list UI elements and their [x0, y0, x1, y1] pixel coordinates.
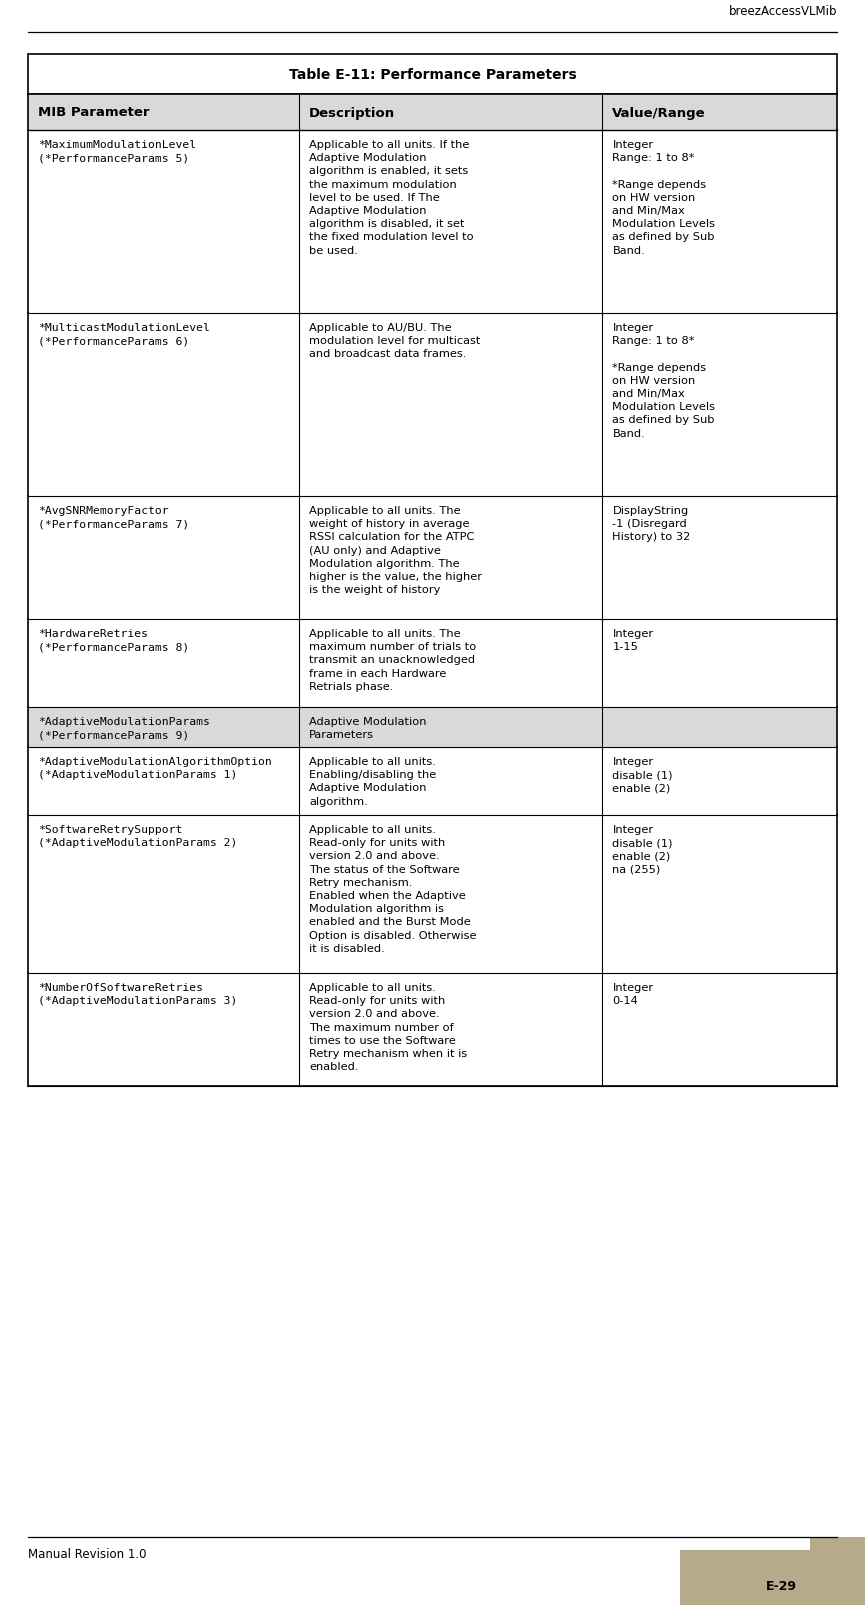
Text: *AvgSNRMemoryFactor
(*PerformanceParams 7): *AvgSNRMemoryFactor (*PerformanceParams … — [38, 506, 189, 530]
Bar — [28, 708, 837, 748]
Text: Adaptive Modulation
Parameters: Adaptive Modulation Parameters — [309, 716, 426, 740]
Text: *SoftwareRetrySupport
(*AdaptiveModulationParams 2): *SoftwareRetrySupport (*AdaptiveModulati… — [38, 825, 237, 847]
Text: *MulticastModulationLevel
(*PerformanceParams 6): *MulticastModulationLevel (*PerformanceP… — [38, 323, 210, 347]
Text: Applicable to all units.
Read-only for units with
version 2.0 and above.
The max: Applicable to all units. Read-only for u… — [309, 982, 467, 1072]
Text: *AdaptiveModulationParams
(*PerformanceParams 9): *AdaptiveModulationParams (*PerformanceP… — [38, 716, 210, 740]
Bar — [28, 973, 837, 1087]
Text: Applicable to AU/BU. The
modulation level for multicast
and broadcast data frame: Applicable to AU/BU. The modulation leve… — [309, 323, 480, 360]
Bar — [28, 620, 837, 708]
Text: *HardwareRetries
(*PerformanceParams 8): *HardwareRetries (*PerformanceParams 8) — [38, 629, 189, 652]
Text: MIB Parameter: MIB Parameter — [38, 106, 150, 119]
Bar — [28, 748, 837, 815]
Text: *AdaptiveModulationAlgorithmOption
(*AdaptiveModulationParams 1): *AdaptiveModulationAlgorithmOption (*Ada… — [38, 756, 272, 780]
Text: Applicable to all units.
Enabling/disabling the
Adaptive Modulation
algorithm.: Applicable to all units. Enabling/disabl… — [309, 756, 436, 806]
Text: Table E-11: Performance Parameters: Table E-11: Performance Parameters — [289, 67, 576, 82]
Bar — [28, 496, 837, 620]
Text: DisplayString
-1 (Disregard
History) to 32: DisplayString -1 (Disregard History) to … — [612, 506, 690, 542]
Text: Applicable to all units. The
weight of history in average
RSSI calculation for t: Applicable to all units. The weight of h… — [309, 506, 482, 595]
Text: Manual Revision 1.0: Manual Revision 1.0 — [28, 1547, 146, 1560]
Text: Integer
Range: 1 to 8*

*Range depends
on HW version
and Min/Max
Modulation Leve: Integer Range: 1 to 8* *Range depends on… — [612, 323, 715, 438]
Text: Applicable to all units. The
maximum number of trials to
transmit an unacknowled: Applicable to all units. The maximum num… — [309, 629, 477, 692]
Text: *MaximumModulationLevel
(*PerformanceParams 5): *MaximumModulationLevel (*PerformancePar… — [38, 140, 196, 164]
Text: *NumberOfSoftwareRetries
(*AdaptiveModulationParams 3): *NumberOfSoftwareRetries (*AdaptiveModul… — [38, 982, 237, 1006]
Text: Description: Description — [309, 106, 395, 119]
Bar — [28, 95, 837, 132]
Text: Applicable to all units.
Read-only for units with
version 2.0 and above.
The sta: Applicable to all units. Read-only for u… — [309, 825, 477, 953]
Text: E-29: E-29 — [766, 1579, 798, 1592]
Text: breezAccessVLMib: breezAccessVLMib — [728, 5, 837, 18]
Text: Applicable to all units. If the
Adaptive Modulation
algorithm is enabled, it set: Applicable to all units. If the Adaptive… — [309, 140, 474, 255]
Bar — [28, 55, 837, 95]
Text: Integer
1-15: Integer 1-15 — [612, 629, 654, 652]
Text: Integer
0-14: Integer 0-14 — [612, 982, 654, 1006]
Bar — [680, 1538, 865, 1605]
Text: Value/Range: Value/Range — [612, 106, 706, 119]
Bar — [680, 1538, 810, 1550]
Text: Integer
Range: 1 to 8*

*Range depends
on HW version
and Min/Max
Modulation Leve: Integer Range: 1 to 8* *Range depends on… — [612, 140, 715, 255]
Text: Integer
disable (1)
enable (2): Integer disable (1) enable (2) — [612, 756, 673, 793]
Text: Integer
disable (1)
enable (2)
na (255): Integer disable (1) enable (2) na (255) — [612, 825, 673, 875]
Bar — [28, 815, 837, 973]
Bar — [28, 315, 837, 496]
Bar — [28, 132, 837, 315]
